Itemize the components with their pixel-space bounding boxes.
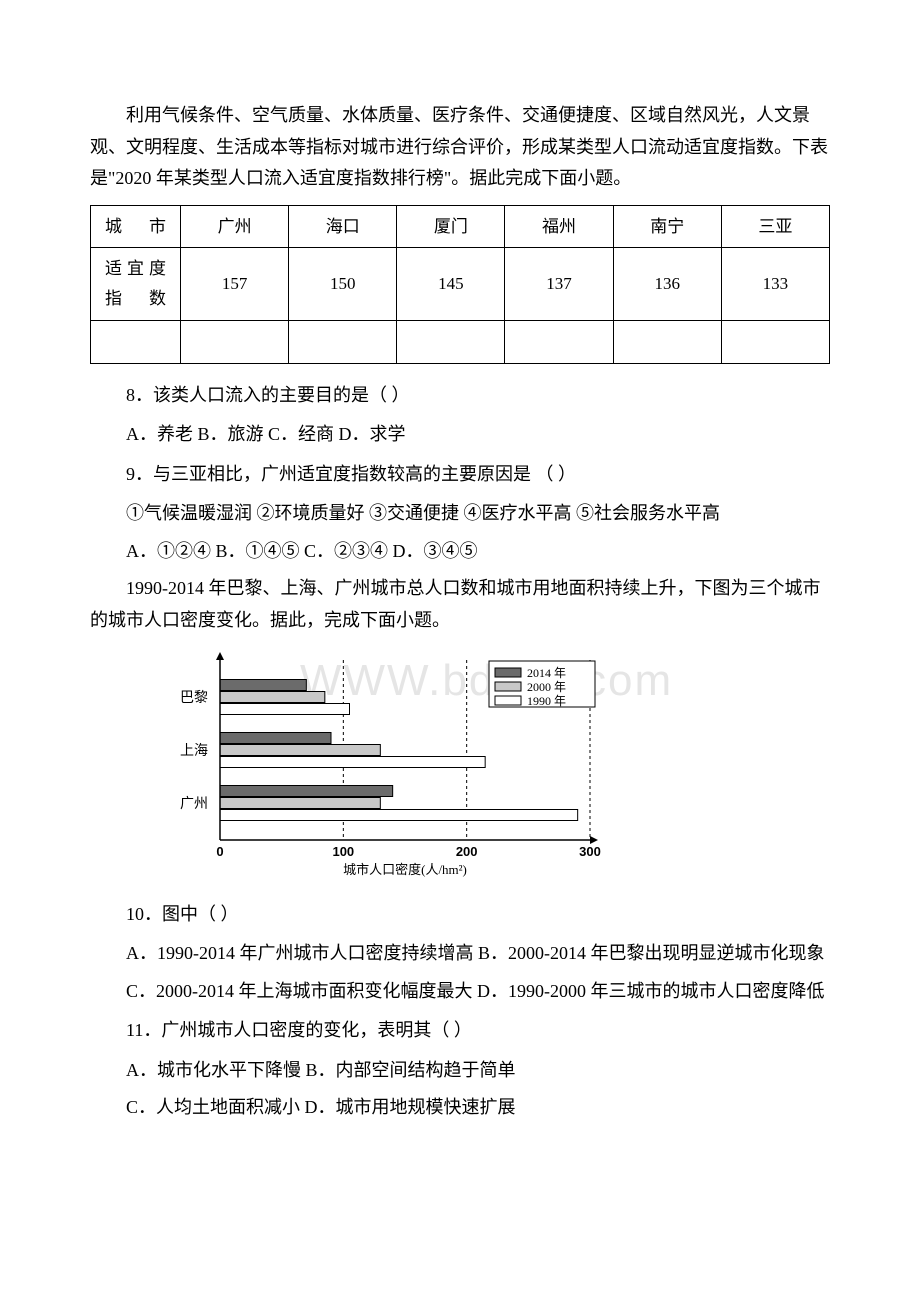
question-8-options: A．养老 B．旅游 C．经商 D．求学 [90, 419, 830, 451]
table-cell: 150 [289, 248, 397, 321]
table-header-index: 适宜度指数 [91, 248, 181, 321]
svg-text:城市人口密度(人/hm²): 城市人口密度(人/hm²) [343, 862, 467, 877]
svg-text:200: 200 [456, 844, 478, 859]
question-10-stem: 10．图中（ ） [90, 899, 830, 931]
table-cell: 福州 [505, 205, 613, 248]
table-cell: 136 [613, 248, 721, 321]
table-cell-empty [397, 320, 505, 363]
table-cell: 厦门 [397, 205, 505, 248]
table-row: 城市 广州 海口 厦门 福州 南宁 三亚 [91, 205, 830, 248]
table-cell-empty [181, 320, 289, 363]
table-cell-empty [91, 320, 181, 363]
table-cell: 133 [721, 248, 829, 321]
table-cell-empty [721, 320, 829, 363]
suitability-table: 城市 广州 海口 厦门 福州 南宁 三亚 适宜度指数 157 150 145 1… [90, 205, 830, 364]
svg-text:上海: 上海 [180, 743, 208, 759]
svg-text:2000 年: 2000 年 [527, 680, 566, 694]
question-9-options: A．①②④ B．①④⑤ C．②③④ D．③④⑤ [90, 536, 830, 568]
table-cell: 三亚 [721, 205, 829, 248]
table-cell: 海口 [289, 205, 397, 248]
svg-text:2014 年: 2014 年 [527, 666, 566, 680]
chart-svg: 巴黎上海广州 0 100 200 300 城市人口密度(人/hm²) 2014 年2000 … [150, 650, 610, 880]
svg-text:100: 100 [332, 844, 354, 859]
question-9-stem: 9．与三亚相比，广州适宜度指数较高的主要原因是 （ ） [90, 459, 830, 491]
svg-text:0: 0 [216, 844, 223, 859]
table-header-city: 城市 [91, 205, 181, 248]
table-cell-empty [613, 320, 721, 363]
table-cell-empty [505, 320, 613, 363]
question-11-options-cd: C．人均土地面积减小 D．城市用地规模快速扩展 [90, 1092, 830, 1124]
intro-paragraph-1: 利用气候条件、空气质量、水体质量、医疗条件、交通便捷度、区域自然风光，人文景观、… [90, 100, 830, 195]
question-10-options-ab: A．1990-2014 年广州城市人口密度持续增高 B．2000-2014 年巴… [90, 938, 830, 970]
question-11-options-ab: A．城市化水平下降慢 B．内部空间结构趋于简单 [90, 1055, 830, 1087]
table-cell: 南宁 [613, 205, 721, 248]
svg-text:1990 年: 1990 年 [527, 694, 566, 708]
intro-paragraph-2: 1990-2014 年巴黎、上海、广州城市总人口数和城市用地面积持续上升，下图为… [90, 573, 830, 636]
svg-text:巴黎: 巴黎 [180, 690, 208, 706]
table-cell: 广州 [181, 205, 289, 248]
svg-text:300: 300 [579, 844, 601, 859]
question-11-stem: 11．广州城市人口密度的变化，表明其（ ） [90, 1015, 830, 1047]
table-cell: 145 [397, 248, 505, 321]
table-row: 适宜度指数 157 150 145 137 136 133 [91, 248, 830, 321]
question-8-stem: 8．该类人口流入的主要目的是（ ） [90, 380, 830, 412]
table-cell: 137 [505, 248, 613, 321]
svg-text:广州: 广州 [180, 796, 208, 812]
question-10-options-cd: C．2000-2014 年上海城市面积变化幅度最大 D．1990-2000 年三… [90, 976, 830, 1008]
density-chart: WWW.bdocx.com 巴黎上海广州0100200300城市人口密度(人/h… [150, 650, 830, 891]
table-cell: 157 [181, 248, 289, 321]
question-9-items: ①气候温暖湿润 ②环境质量好 ③交通便捷 ④医疗水平高 ⑤社会服务水平高 [90, 498, 830, 530]
table-row [91, 320, 830, 363]
table-cell-empty [289, 320, 397, 363]
